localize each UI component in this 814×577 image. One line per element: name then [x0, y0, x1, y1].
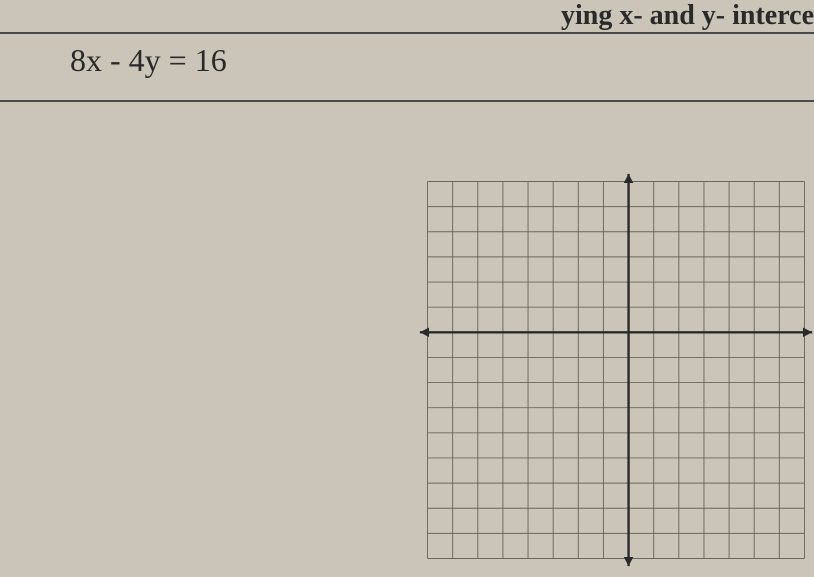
horizontal-rule-top [0, 32, 814, 34]
header-partial-text: ying x- and y- interce [561, 0, 814, 32]
equation-text: 8x - 4y = 16 [70, 42, 227, 79]
horizontal-rule-bottom [0, 100, 814, 102]
graph-svg [418, 172, 814, 568]
coordinate-graph [418, 172, 814, 568]
